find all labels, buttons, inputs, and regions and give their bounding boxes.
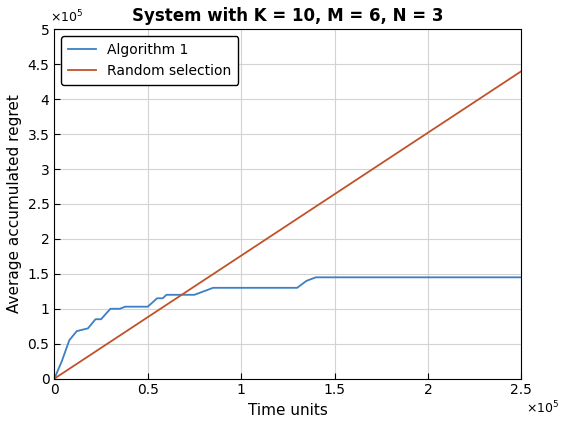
Algorithm 1 [66,337,72,343]
Algorithm 1 [200,289,207,294]
Algorithm 1 [144,304,151,309]
Algorithm 1 [130,304,136,309]
Line: Algorithm 1: Algorithm 1 [54,278,521,379]
Algorithm 1 [126,304,132,309]
Algorithm 1 [173,292,179,298]
Algorithm 1 [84,326,91,331]
Algorithm 1 [331,275,338,280]
Algorithm 1 [210,285,217,290]
Algorithm 1 [159,296,166,301]
Algorithm 1 [312,275,319,280]
Algorithm 1 [294,285,301,290]
Algorithm 1 [92,317,99,322]
Algorithm 1 [424,275,431,280]
Text: $\times10^5$: $\times10^5$ [50,9,83,26]
Algorithm 1 [275,285,282,290]
Algorithm 1 [154,296,161,301]
Algorithm 1 [117,306,123,312]
Algorithm 1 [122,304,128,309]
Algorithm 1 [163,292,170,298]
Algorithm 1 [74,329,80,334]
Algorithm 1 [499,275,506,280]
Algorithm 1 [303,278,310,283]
Algorithm 1 [322,275,329,280]
Algorithm 1 [51,376,58,381]
Algorithm 1 [107,306,114,312]
Algorithm 1 [191,292,198,298]
Algorithm 1 [98,317,105,322]
Title: System with K = 10, M = 6, N = 3: System with K = 10, M = 6, N = 3 [132,7,444,25]
Algorithm 1 [518,275,525,280]
Algorithm 1 [219,285,226,290]
Algorithm 1 [256,285,263,290]
X-axis label: Time units: Time units [248,403,328,418]
Algorithm 1 [387,275,394,280]
Y-axis label: Average accumulated regret: Average accumulated regret [7,94,22,313]
Text: $\times10^5$: $\times10^5$ [526,400,559,416]
Algorithm 1 [182,292,188,298]
Algorithm 1 [238,285,245,290]
Algorithm 1 [58,359,65,364]
Legend: Algorithm 1, Random selection: Algorithm 1, Random selection [61,36,238,85]
